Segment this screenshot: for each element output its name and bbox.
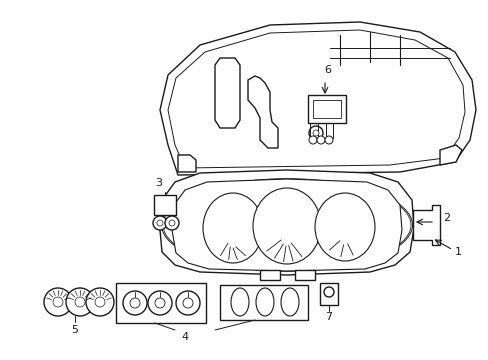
Circle shape — [75, 297, 85, 307]
Text: 5: 5 — [71, 325, 79, 335]
Ellipse shape — [314, 193, 374, 261]
Bar — [116, 283, 205, 323]
Circle shape — [148, 291, 172, 315]
Bar — [319, 283, 337, 305]
Circle shape — [325, 136, 332, 144]
Circle shape — [308, 126, 323, 140]
Circle shape — [44, 288, 72, 316]
Polygon shape — [178, 155, 196, 172]
Circle shape — [130, 298, 140, 308]
Circle shape — [155, 298, 164, 308]
Ellipse shape — [252, 188, 320, 264]
Circle shape — [308, 136, 316, 144]
Circle shape — [95, 297, 105, 307]
Text: 7: 7 — [325, 312, 332, 322]
Circle shape — [183, 298, 193, 308]
Text: 3: 3 — [155, 178, 162, 188]
Text: 1: 1 — [454, 247, 461, 257]
Ellipse shape — [203, 193, 263, 263]
Circle shape — [53, 297, 63, 307]
Bar — [294, 270, 314, 280]
Circle shape — [169, 220, 175, 226]
Ellipse shape — [256, 288, 273, 316]
Polygon shape — [439, 145, 461, 165]
Text: 4: 4 — [181, 332, 188, 342]
Ellipse shape — [159, 177, 414, 273]
Circle shape — [86, 288, 114, 316]
Text: 6: 6 — [324, 65, 331, 75]
Circle shape — [176, 291, 200, 315]
Text: 2: 2 — [442, 213, 449, 223]
Polygon shape — [168, 30, 464, 168]
Bar — [260, 270, 280, 280]
Polygon shape — [215, 58, 240, 128]
Bar — [220, 285, 307, 320]
Bar — [154, 195, 176, 215]
Polygon shape — [160, 22, 475, 175]
Polygon shape — [172, 179, 401, 271]
Circle shape — [324, 287, 333, 297]
Polygon shape — [160, 170, 413, 275]
Bar — [312, 100, 340, 118]
Circle shape — [153, 216, 167, 230]
Circle shape — [123, 291, 147, 315]
Polygon shape — [412, 205, 439, 245]
Ellipse shape — [281, 288, 298, 316]
Polygon shape — [247, 76, 278, 148]
Bar — [307, 95, 346, 123]
Circle shape — [66, 288, 94, 316]
Ellipse shape — [230, 288, 248, 316]
Circle shape — [164, 216, 179, 230]
Circle shape — [312, 130, 318, 136]
Circle shape — [157, 220, 163, 226]
Circle shape — [316, 136, 325, 144]
